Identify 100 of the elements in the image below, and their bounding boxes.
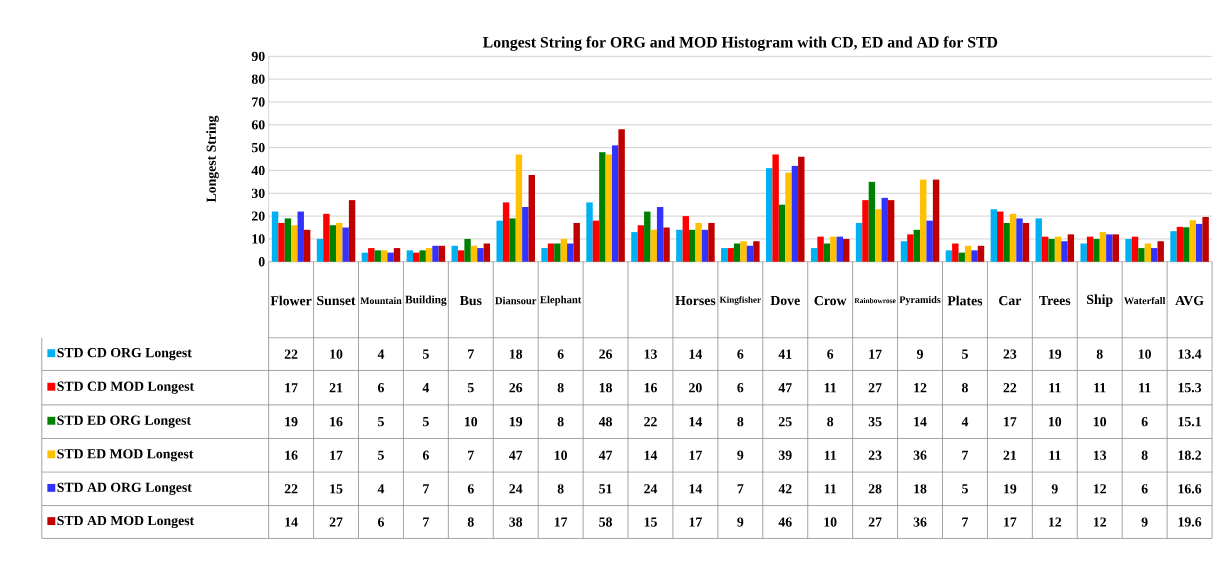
bar: [522, 206, 529, 262]
x-tick-label: Waterfall: [1124, 296, 1166, 305]
data-label: 20: [689, 382, 702, 393]
bar: [772, 154, 779, 262]
bar: [599, 152, 606, 262]
data-label: 5: [378, 417, 384, 427]
bar: [887, 200, 895, 262]
data-label: 17: [689, 517, 702, 527]
data-label: 41: [778, 349, 792, 359]
data-label: 35: [868, 417, 882, 427]
data-label: 51: [599, 484, 612, 494]
data-label: 8: [467, 517, 474, 527]
bar: [592, 220, 600, 262]
bar: [868, 181, 876, 262]
bar: [1093, 238, 1100, 262]
bar: [611, 145, 619, 262]
data-label: 22: [284, 484, 298, 494]
bar: [708, 222, 715, 262]
x-tick-label: Plates: [947, 295, 983, 306]
bar: [618, 129, 625, 262]
bar: [336, 222, 343, 262]
data-label: 6: [827, 349, 834, 359]
bar: [1041, 236, 1049, 262]
data-label: 4: [377, 484, 385, 494]
data-label: 5: [422, 417, 429, 427]
data-label: 9: [737, 517, 744, 527]
data-label: 5: [962, 349, 968, 359]
chart-title: Longest String for ORG and MOD Histogram with CD, ED and AD for STD: [482, 36, 998, 51]
bar: [1035, 218, 1042, 262]
data-label: 14: [285, 517, 298, 527]
data-label: 6: [1141, 417, 1148, 427]
data-label: 5: [467, 383, 474, 393]
data-label: 6: [557, 349, 564, 359]
data-label: 6: [377, 383, 384, 393]
bar: [823, 243, 831, 262]
data-label: 11: [824, 383, 836, 393]
data-label: 11: [1049, 450, 1061, 460]
data-label: 11: [824, 484, 836, 494]
y-axis-title: Longest String: [206, 115, 219, 203]
data-label: 19.6: [1178, 517, 1202, 527]
bar: [932, 179, 940, 262]
bar: [778, 204, 786, 262]
data-label: 11: [824, 450, 836, 460]
bar: [907, 234, 914, 262]
bar: [1144, 243, 1152, 262]
y-tick-label: 40: [251, 165, 265, 176]
data-label: 38: [509, 517, 523, 527]
data-label: 28: [868, 484, 882, 494]
bar: [1125, 238, 1132, 262]
data-label: 16: [285, 450, 298, 460]
data-label: 26: [509, 383, 523, 393]
data-label: 18: [599, 382, 612, 393]
data-label: 12: [1093, 517, 1107, 527]
data-label: 10: [1093, 417, 1107, 427]
bar: [284, 218, 292, 262]
bar: [875, 209, 882, 262]
bar: [1138, 248, 1145, 262]
data-label: 15.1: [1178, 416, 1201, 427]
bar: [380, 250, 388, 262]
bar: [663, 227, 670, 262]
data-label: 4: [961, 417, 969, 427]
data-label: 18.2: [1178, 450, 1202, 460]
bar: [964, 245, 972, 262]
data-label: 6: [1141, 484, 1148, 494]
bar: [900, 241, 908, 262]
data-label: 16: [330, 417, 343, 427]
data-label: 11: [1049, 383, 1061, 393]
legend-label: STD AD ORG Longest: [57, 482, 192, 495]
data-label: 25: [778, 417, 792, 427]
bar: [560, 238, 568, 262]
y-tick-label: 0: [258, 257, 265, 267]
bar: [791, 165, 799, 262]
data-label: 14: [689, 484, 703, 494]
bar: [971, 250, 978, 262]
bar: [958, 252, 965, 262]
x-tick-label: AVG: [1175, 295, 1204, 306]
data-label: 26: [599, 349, 613, 359]
data-label: 21: [329, 383, 343, 393]
bar: [1054, 236, 1062, 262]
data-label: 11: [1139, 383, 1151, 393]
y-tick-label: 90: [251, 51, 265, 61]
y-tick-label: 30: [251, 188, 265, 198]
bar: [701, 229, 709, 262]
bar: [432, 245, 439, 262]
data-label: 10: [824, 517, 837, 527]
y-tick-label: 70: [252, 97, 265, 107]
bar: [528, 174, 535, 262]
bar: [676, 229, 683, 262]
data-label: 19: [1004, 484, 1017, 494]
data-label: 10: [465, 417, 478, 427]
bar: [1183, 227, 1190, 262]
data-label: 7: [423, 517, 429, 527]
bar: [798, 156, 805, 262]
bar: [1112, 234, 1119, 262]
bar: [368, 248, 375, 262]
bar: [644, 211, 651, 262]
data-label: 48: [598, 417, 612, 427]
data-label: 7: [737, 484, 744, 494]
data-label: 8: [737, 417, 744, 427]
y-tick-label: 50: [251, 142, 265, 153]
